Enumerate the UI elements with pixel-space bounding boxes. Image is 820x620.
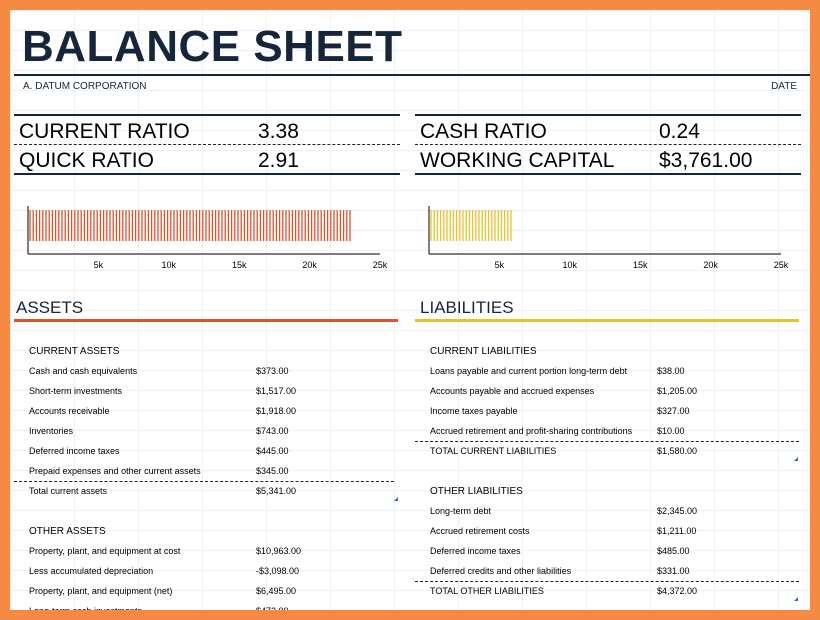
bar [430, 210, 512, 241]
ratio-box-left: CURRENT RATIO 3.38 QUICK RATIO 2.91 [14, 114, 400, 175]
row-label: Accounts payable and accrued expenses [430, 386, 595, 396]
assets-rule [14, 319, 398, 322]
tick-label: 10k [563, 260, 578, 270]
row-label: Cash and cash equivalents [29, 366, 138, 376]
row-value: $373.00 [256, 366, 289, 376]
row-label: TOTAL CURRENT LIABILITIES [430, 446, 557, 456]
current-assets-heading: CURRENT ASSETS [29, 346, 120, 357]
table-resize-handle[interactable] [394, 497, 398, 501]
row-label: Deferred income taxes [430, 546, 521, 556]
ratio-label: CASH RATIO [420, 120, 547, 143]
row-label: Deferred income taxes [29, 446, 120, 456]
balance-sheet: BALANCE SHEET A. DATUM CORPORATION DATE … [10, 10, 810, 610]
row-label: Long-term cash investments [29, 606, 142, 610]
row-value: $345.00 [256, 466, 289, 476]
ratio-row-working-capital[interactable]: WORKING CAPITAL $3,761.00 [415, 144, 801, 173]
ratio-box-right: CASH RATIO 0.24 WORKING CAPITAL $3,761.0… [415, 114, 801, 175]
ratio-row-cash[interactable]: CASH RATIO 0.24 [415, 116, 801, 144]
row-value: $2,345.00 [657, 506, 698, 516]
ratio-label: QUICK RATIO [19, 149, 154, 172]
ratio-value: 0.24 [659, 120, 700, 143]
other-assets-heading: OTHER ASSETS [29, 526, 106, 537]
assets-heading: ASSETS [16, 298, 84, 317]
bar [29, 210, 351, 241]
ratio-label: CURRENT RATIO [19, 120, 190, 143]
row-value: $10.00 [657, 426, 685, 436]
ratio-row-current[interactable]: CURRENT RATIO 3.38 [14, 116, 400, 144]
row-value: $327.00 [657, 406, 690, 416]
dashed-rule [415, 441, 799, 442]
current-liabilities-heading: CURRENT LIABILITIES [430, 346, 537, 357]
row-value: $743.00 [256, 426, 289, 436]
tick-label: 25k [774, 260, 789, 270]
dashed-rule [14, 481, 394, 482]
date-label[interactable]: DATE [771, 81, 797, 92]
row-value: $485.00 [657, 546, 690, 556]
page-title: BALANCE SHEET [22, 22, 403, 71]
row-value: $10,963.00 [256, 546, 302, 556]
row-value: $1,205.00 [657, 386, 698, 396]
row-value: $472.00 [256, 606, 289, 610]
row-label: Income taxes payable [430, 406, 518, 416]
liabilities-chart[interactable]: 5k 10k 15k 20k 25k [415, 204, 795, 274]
row-label: Long-term debt [430, 506, 492, 516]
tick-label: 20k [703, 260, 718, 270]
row-value: -$3,098.00 [256, 566, 300, 576]
row-label: Accrued retirement and profit-sharing co… [430, 426, 633, 436]
tick-label: 15k [232, 260, 247, 270]
ratio-row-quick[interactable]: QUICK RATIO 2.91 [14, 144, 400, 173]
tick-label: 15k [633, 260, 648, 270]
row-label: TOTAL OTHER LIABILITIES [430, 586, 544, 596]
row-label: Prepaid expenses and other current asset… [29, 466, 201, 476]
row-label: Less accumulated depreciation [29, 566, 154, 576]
row-value: $38.00 [657, 366, 685, 376]
tick-label: 5k [495, 260, 505, 270]
assets-chart-svg: 5k 10k 15k 20k 25k [27, 206, 388, 270]
row-value: $1,580.00 [657, 446, 698, 456]
tick-label: 20k [302, 260, 317, 270]
liabilities-chart-svg: 5k 10k 15k 20k 25k [428, 206, 789, 270]
row-label: Property, plant, and equipment at cost [29, 546, 181, 556]
row-value: $1,211.00 [657, 526, 697, 536]
row-value: $5,341.00 [256, 486, 297, 496]
ratio-label: WORKING CAPITAL [420, 149, 615, 172]
row-label: Accrued retirement costs [430, 526, 530, 536]
tick-label: 10k [162, 260, 177, 270]
row-label: Accounts receivable [29, 406, 110, 416]
table-resize-handle[interactable] [794, 597, 798, 601]
row-value: $331.00 [657, 566, 690, 576]
assets-chart[interactable]: 5k 10k 15k 20k 25k [14, 204, 394, 274]
row-value: $6,495.00 [256, 586, 297, 596]
row-value: $4,372.00 [657, 586, 698, 596]
row-label: Property, plant, and equipment (net) [29, 586, 173, 596]
title-rule [14, 74, 810, 76]
row-label: Loans payable and current portion long-t… [430, 366, 628, 376]
tick-label: 5k [94, 260, 104, 270]
row-value: $1,517.00 [256, 386, 297, 396]
row-value: $1,918.00 [256, 406, 297, 416]
liabilities-heading: LIABILITIES [420, 298, 514, 317]
row-label: Short-term investments [29, 386, 123, 396]
row-label: Inventories [29, 426, 74, 436]
ratio-value: 3.38 [258, 120, 299, 143]
other-liabilities-heading: OTHER LIABILITIES [430, 486, 523, 497]
tick-label: 25k [373, 260, 388, 270]
ratio-value: 2.91 [258, 149, 299, 172]
ratio-value: $3,761.00 [659, 149, 753, 172]
row-label: Deferred credits and other liabilities [430, 566, 572, 576]
company-name[interactable]: A. DATUM CORPORATION [23, 81, 147, 92]
row-value: $445.00 [256, 446, 289, 456]
table-resize-handle[interactable] [794, 457, 798, 461]
row-label: Total current assets [29, 486, 108, 496]
liabilities-rule [415, 319, 799, 322]
dashed-rule [415, 581, 799, 582]
